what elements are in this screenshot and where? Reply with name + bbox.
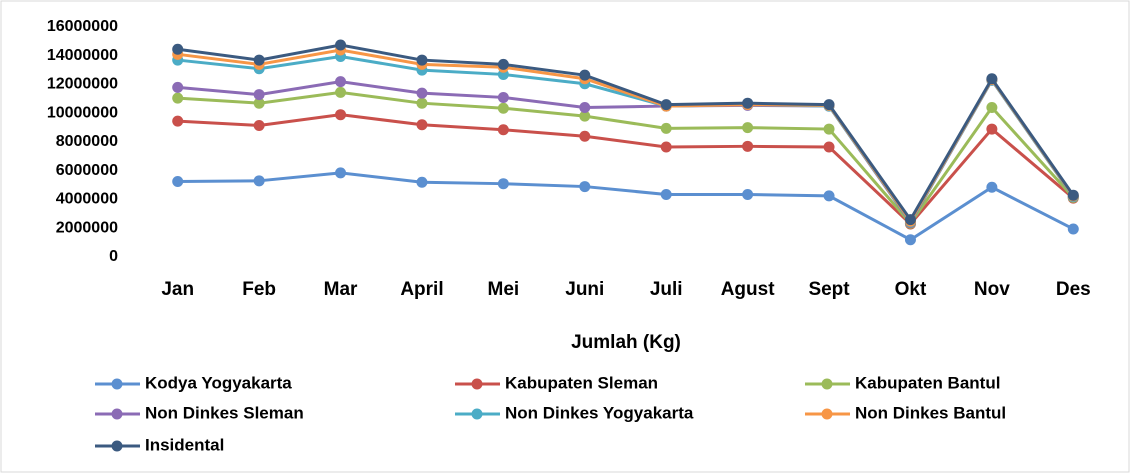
data-point [497, 178, 509, 190]
y-tick-label: 6000000 [56, 162, 118, 179]
x-tick-label: Des [1056, 279, 1091, 300]
data-point [416, 54, 428, 66]
legend-label: Kodya Yogyakarta [145, 373, 292, 392]
data-point [579, 69, 591, 81]
data-point [823, 141, 835, 153]
legend-marker [821, 378, 833, 390]
y-tick-label: 12000000 [47, 76, 118, 93]
data-point [172, 176, 184, 188]
legend-label: Insidental [145, 435, 224, 454]
legend-marker [111, 408, 123, 420]
data-point [253, 175, 265, 187]
legend-marker [471, 378, 483, 390]
data-point [742, 97, 754, 109]
data-point [904, 214, 916, 226]
data-point [335, 76, 347, 88]
legend-label: Kabupaten Sleman [505, 373, 658, 392]
data-point [742, 122, 754, 134]
x-tick-label: Nov [974, 279, 1010, 300]
x-tick-label: Jan [161, 279, 194, 300]
legend-marker [111, 440, 123, 452]
data-point [986, 181, 998, 193]
data-point [742, 140, 754, 152]
x-tick-label: April [400, 279, 443, 300]
data-point [660, 188, 672, 200]
data-point [253, 89, 265, 101]
legend-marker [471, 408, 483, 420]
data-point [660, 99, 672, 111]
y-tick-label: 0 [109, 248, 118, 265]
y-tick-label: 14000000 [47, 47, 118, 64]
x-tick-label: Sept [808, 279, 850, 300]
data-point [986, 102, 998, 113]
data-point [416, 97, 428, 109]
data-point [172, 115, 184, 127]
data-point [579, 181, 591, 193]
series-line [177, 113, 1075, 227]
data-point [335, 39, 347, 51]
data-point [497, 124, 509, 136]
y-tick-label: 2000000 [56, 219, 118, 236]
data-point [416, 119, 428, 131]
data-point [416, 87, 428, 99]
y-tick-label: 16000000 [47, 18, 118, 35]
data-point [579, 110, 591, 122]
x-tick-label: Mar [324, 279, 358, 300]
legend-label: Non Dinkes Bantul [855, 403, 1006, 422]
data-point [253, 119, 265, 131]
x-tick-label: Mei [488, 279, 520, 300]
data-point [335, 109, 347, 121]
legend-marker [111, 378, 123, 390]
series-line [177, 43, 1075, 223]
x-tick-label: Feb [242, 279, 276, 300]
y-tick-label: 10000000 [47, 104, 118, 121]
legend-label: Non Dinkes Sleman [145, 403, 304, 422]
data-point [1067, 223, 1079, 235]
legend-marker [821, 408, 833, 420]
x-axis-title: Jumlah (Kg) [571, 332, 681, 353]
data-point [253, 54, 265, 66]
data-point [579, 130, 591, 142]
data-point [172, 43, 184, 55]
data-point [335, 167, 347, 179]
series-line [177, 171, 1074, 242]
data-point [253, 97, 265, 109]
data-point [579, 102, 591, 113]
x-tick-label: Okt [895, 279, 927, 300]
data-point [497, 58, 509, 70]
data-point [823, 190, 835, 202]
y-tick-label: 4000000 [56, 191, 118, 208]
legend-label: Kabupaten Bantul [855, 373, 1000, 392]
data-point [986, 73, 998, 85]
data-point [497, 91, 509, 103]
x-tick-label: Juli [650, 279, 683, 300]
data-point [823, 123, 835, 135]
data-point [1067, 189, 1079, 201]
x-tick-label: Agust [721, 279, 776, 300]
data-point [335, 86, 347, 98]
x-tick-label: Juni [565, 279, 604, 300]
legend-label: Non Dinkes Yogyakarta [505, 403, 694, 422]
data-point [904, 234, 916, 246]
series-line [177, 90, 1075, 226]
data-point [660, 122, 672, 134]
data-point [172, 92, 184, 104]
data-point [416, 176, 428, 188]
y-tick-label: 8000000 [56, 133, 118, 150]
data-point [742, 188, 754, 200]
data-point [497, 102, 509, 114]
data-point [986, 123, 998, 135]
data-point [172, 81, 184, 93]
data-point [660, 141, 672, 153]
data-point [823, 99, 835, 111]
